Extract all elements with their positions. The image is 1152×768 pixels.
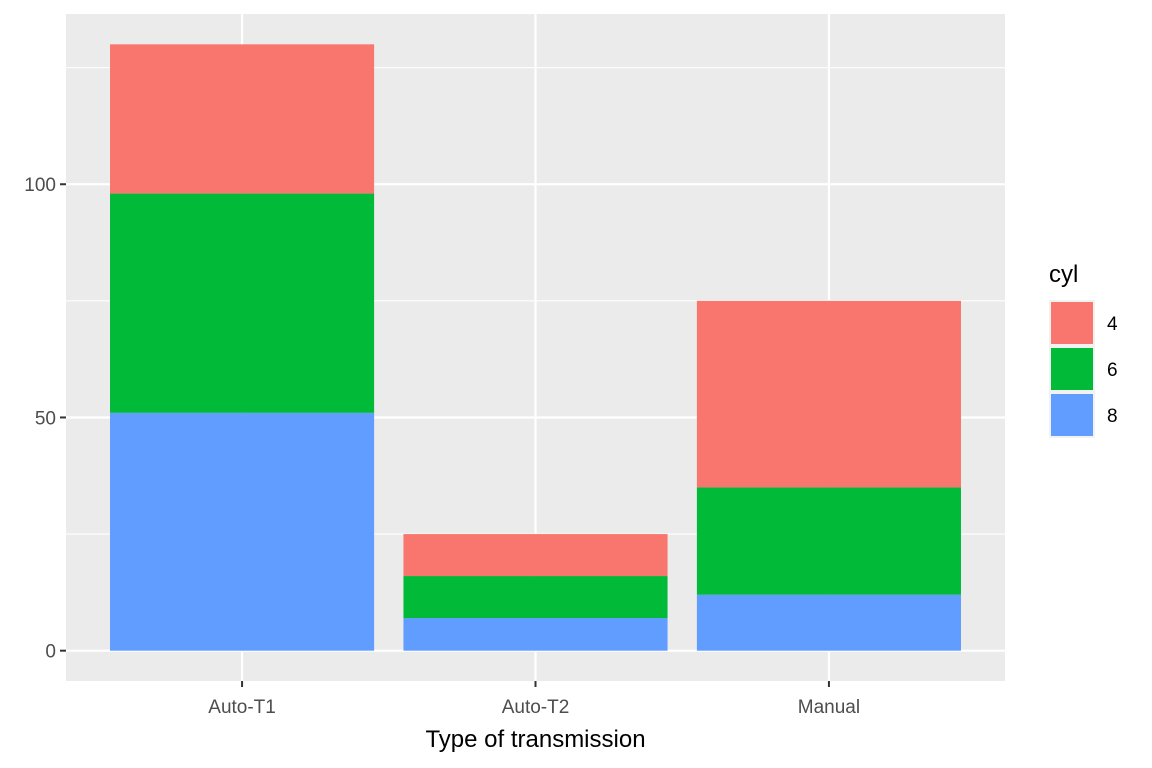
x-axis-title: Type of transmission — [425, 726, 645, 753]
x-tick-label: Manual — [798, 697, 860, 718]
bar-auto-t2-cyl-8 — [403, 618, 668, 651]
x-axis: Auto-T1 Auto-T2 Manual — [208, 681, 860, 718]
legend-label-4: 4 — [1107, 314, 1118, 335]
bar-auto-t2-cyl-4 — [403, 534, 668, 577]
x-tick-label: Auto-T1 — [208, 697, 276, 718]
y-tick-label: 50 — [35, 408, 56, 429]
bar-manual-cyl-6 — [696, 487, 961, 595]
bar-manual-cyl-8 — [696, 594, 961, 651]
bars — [110, 44, 961, 651]
y-tick-label: 100 — [24, 175, 56, 196]
legend-title: cyl — [1049, 261, 1078, 288]
y-axis: 0 50 100 — [24, 175, 66, 663]
legend-swatch-4 — [1051, 302, 1093, 344]
x-tick-label: Auto-T2 — [502, 697, 570, 718]
legend-label-8: 8 — [1107, 406, 1118, 427]
legend: cyl 4 6 8 — [1049, 261, 1118, 438]
bar-auto-t1-cyl-6 — [110, 193, 375, 413]
legend-label-6: 6 — [1107, 360, 1118, 381]
bar-auto-t1-cyl-8 — [110, 412, 375, 651]
legend-swatch-8 — [1051, 394, 1093, 436]
bar-auto-t1-cyl-4 — [110, 44, 375, 194]
legend-items: 4 6 8 — [1049, 300, 1118, 438]
y-tick-label: 0 — [45, 642, 56, 663]
bar-auto-t2-cyl-6 — [403, 576, 668, 619]
legend-swatch-6 — [1051, 348, 1093, 390]
bar-manual-cyl-4 — [696, 300, 961, 488]
